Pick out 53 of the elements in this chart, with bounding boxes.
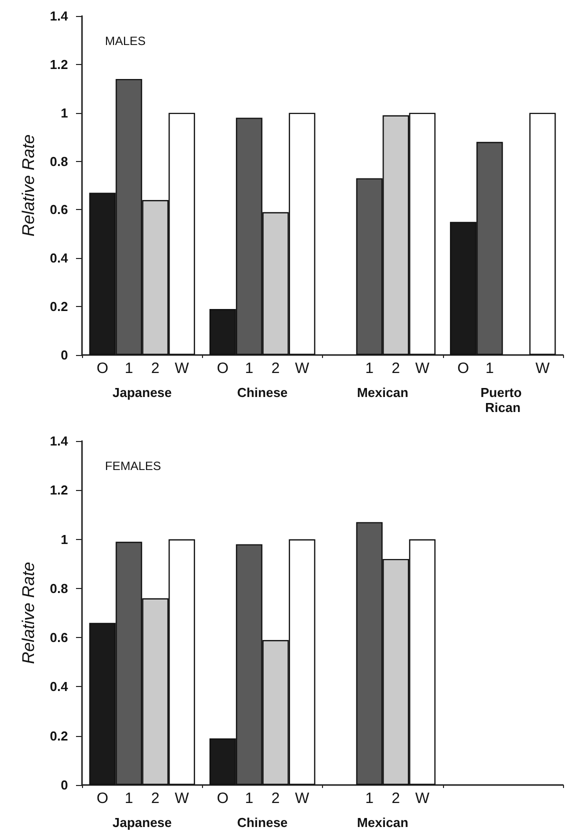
series-label: 2	[151, 360, 160, 377]
text: 1	[244, 360, 254, 377]
y-tick-label: 1.2	[50, 56, 68, 72]
series-label: 2	[151, 790, 160, 807]
y-tick-label: 0.2	[50, 728, 68, 744]
text: MALES	[105, 34, 146, 48]
y-tick-label: 1.4	[50, 8, 69, 24]
x-tick-label: Chinese	[237, 815, 288, 830]
series-label: O	[96, 360, 108, 377]
y-tick-label: 0.8	[50, 154, 68, 169]
x-tick-label: Puerto Rican	[480, 385, 526, 415]
x-tick-label: Chinese	[237, 385, 288, 400]
text: 1	[485, 360, 494, 377]
y-tick-label: 1	[60, 105, 68, 120]
text: 2	[271, 790, 280, 807]
y-tick-label: 0.6	[50, 202, 68, 218]
y-axis-title: Relative Rate	[19, 134, 38, 237]
y-tick-label: 0	[60, 778, 68, 792]
text: 1	[365, 360, 374, 377]
text: 2	[392, 360, 400, 377]
series-label: O	[96, 790, 108, 807]
text: W	[535, 360, 550, 377]
text: 1	[365, 790, 374, 807]
x-tick-label: Japanese	[112, 385, 172, 400]
text: W	[415, 790, 430, 807]
series-label: 1	[124, 360, 134, 377]
text: O	[216, 360, 229, 377]
y-tick-label: 1.2	[50, 482, 68, 498]
x-tick-label: Japanese	[112, 815, 172, 830]
y-tick-label: 0.6	[50, 630, 68, 646]
text: W	[294, 790, 310, 807]
text: FEMALES	[105, 459, 162, 473]
text: O	[216, 790, 229, 807]
y-tick-label: 0.8	[50, 580, 68, 596]
x-tick-label: Mexican	[356, 385, 408, 400]
text: O	[457, 360, 470, 377]
y-axis-title: Relative Rate	[19, 562, 38, 664]
y-tick-label: 1	[60, 532, 68, 547]
y-tick-label: 1.4	[50, 434, 69, 448]
y-tick-label: 0.2	[50, 299, 68, 314]
text: 2	[392, 790, 400, 807]
y-tick-label: 0	[60, 348, 68, 362]
x-tick-label: Mexican	[356, 815, 408, 830]
series-label: W	[174, 360, 190, 377]
series-label: 1	[124, 790, 134, 807]
y-tick-label: 0.4	[50, 250, 69, 266]
text: 2	[271, 360, 280, 377]
y-tick-label: 0.4	[50, 679, 69, 694]
text: W	[415, 360, 430, 377]
text: W	[294, 360, 310, 377]
bar	[529, 112, 556, 355]
series-label: W	[174, 790, 190, 807]
text: 1	[244, 790, 254, 807]
